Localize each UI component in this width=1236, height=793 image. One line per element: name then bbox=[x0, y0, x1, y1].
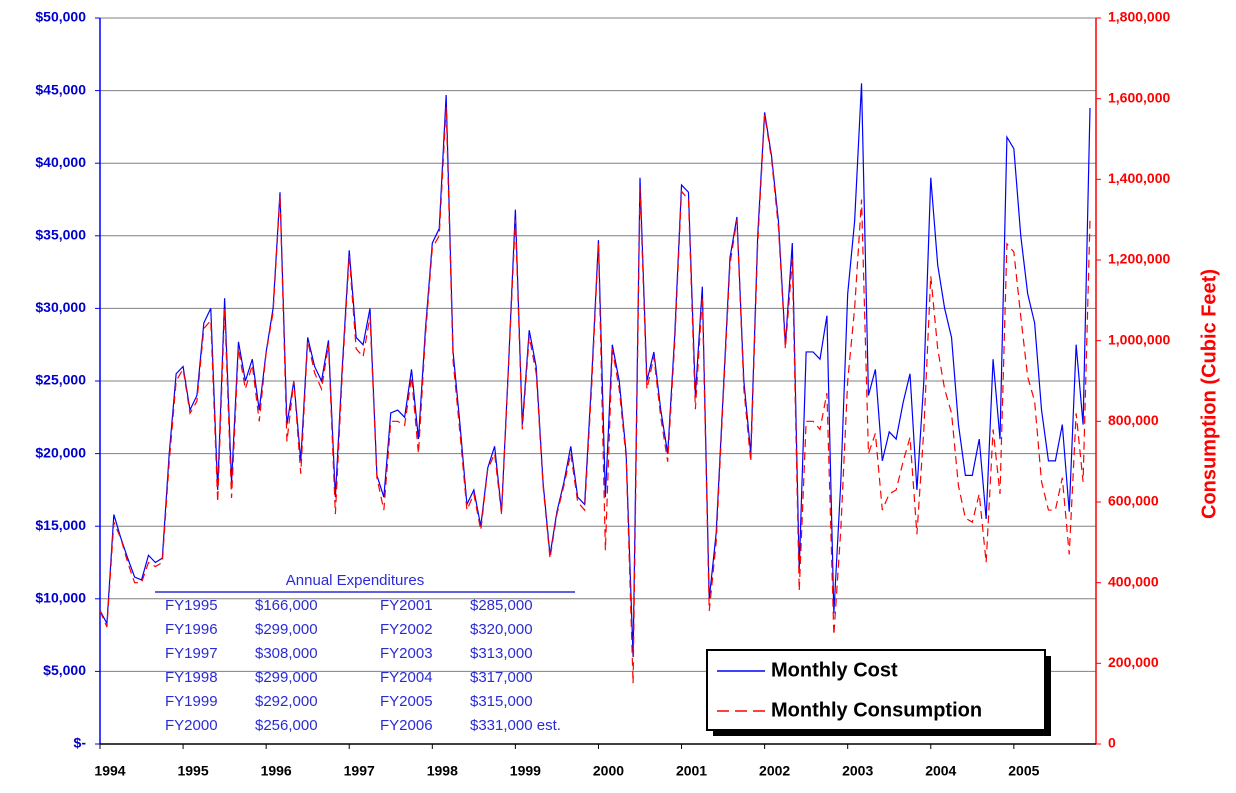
y-tick-label: $15,000 bbox=[35, 517, 86, 533]
y-tick-label: $45,000 bbox=[35, 81, 86, 97]
y2-tick-label: 1,800,000 bbox=[1108, 9, 1170, 25]
x-tick-label: 1998 bbox=[427, 763, 458, 779]
annotation-cell: $313,000 bbox=[470, 645, 533, 662]
annotation-cell: FY2004 bbox=[380, 669, 433, 686]
annotation-cell: FY1999 bbox=[165, 693, 218, 710]
x-tick-label: 1995 bbox=[177, 763, 208, 779]
y-tick-label: $5,000 bbox=[43, 662, 86, 678]
annotation-cell: FY1995 bbox=[165, 597, 218, 614]
y-tick-label: $50,000 bbox=[35, 9, 86, 25]
y2-axis-title: Consumption (Cubic Feet) bbox=[1198, 269, 1220, 519]
annotation-cell: FY2002 bbox=[380, 621, 433, 638]
y-tick-label: $20,000 bbox=[35, 444, 86, 460]
y2-tick-label: 600,000 bbox=[1108, 493, 1159, 509]
y2-tick-label: 800,000 bbox=[1108, 412, 1159, 428]
annotation-cell: $256,000 bbox=[255, 717, 318, 734]
annotation-cell: $308,000 bbox=[255, 645, 318, 662]
y2-tick-label: 200,000 bbox=[1108, 654, 1159, 670]
x-tick-label: 2003 bbox=[842, 763, 873, 779]
annotation-cell: $331,000 est. bbox=[470, 717, 561, 734]
x-tick-label: 1997 bbox=[344, 763, 375, 779]
y-tick-label: $- bbox=[74, 735, 87, 751]
legend-box bbox=[706, 649, 1046, 731]
x-tick-label: 2001 bbox=[676, 763, 707, 779]
annotation-cell: $317,000 bbox=[470, 669, 533, 686]
y2-tick-label: 0 bbox=[1108, 735, 1116, 751]
annotation-cell: $299,000 bbox=[255, 621, 318, 638]
annotation-cell: FY2006 bbox=[380, 717, 433, 734]
x-tick-label: 1996 bbox=[261, 763, 292, 779]
annotation-cell: $285,000 bbox=[470, 597, 533, 614]
y2-tick-label: 1,600,000 bbox=[1108, 89, 1170, 105]
annotation-cell: FY2005 bbox=[380, 693, 433, 710]
series-line bbox=[99, 83, 1091, 657]
legend-label: Monthly Cost bbox=[771, 659, 898, 681]
x-tick-label: 2000 bbox=[593, 763, 624, 779]
annotation-cell: FY2001 bbox=[380, 597, 433, 614]
y-tick-label: $10,000 bbox=[35, 590, 86, 606]
annotation-cell: $315,000 bbox=[470, 693, 533, 710]
y2-tick-label: 1,400,000 bbox=[1108, 170, 1170, 186]
y-tick-label: $35,000 bbox=[35, 227, 86, 243]
x-tick-label: 2004 bbox=[925, 763, 956, 779]
x-tick-label: 1999 bbox=[510, 763, 541, 779]
y-tick-label: $25,000 bbox=[35, 372, 86, 388]
annotation-cell: $166,000 bbox=[255, 597, 318, 614]
annotation-cell: FY1998 bbox=[165, 669, 218, 686]
annotation-cell: FY1997 bbox=[165, 645, 218, 662]
y-tick-label: $40,000 bbox=[35, 154, 86, 170]
annotation-cell: $292,000 bbox=[255, 693, 318, 710]
annotation-cell: FY1996 bbox=[165, 621, 218, 638]
annotation-cell: FY2003 bbox=[380, 645, 433, 662]
x-tick-label: 1994 bbox=[94, 763, 125, 779]
y-tick-label: $30,000 bbox=[35, 299, 86, 315]
annotation-cell: $299,000 bbox=[255, 669, 318, 686]
annotation-title: Annual Expenditures bbox=[286, 572, 424, 589]
y2-tick-label: 400,000 bbox=[1108, 573, 1159, 589]
x-tick-label: 2002 bbox=[759, 763, 790, 779]
annotation-cell: $320,000 bbox=[470, 621, 533, 638]
y2-tick-label: 1,200,000 bbox=[1108, 251, 1170, 267]
y2-tick-label: 1,000,000 bbox=[1108, 331, 1170, 347]
series-line bbox=[99, 106, 1091, 684]
x-tick-label: 2005 bbox=[1008, 763, 1039, 779]
annotation-cell: FY2000 bbox=[165, 717, 218, 734]
legend-label: Monthly Consumption bbox=[771, 699, 982, 721]
